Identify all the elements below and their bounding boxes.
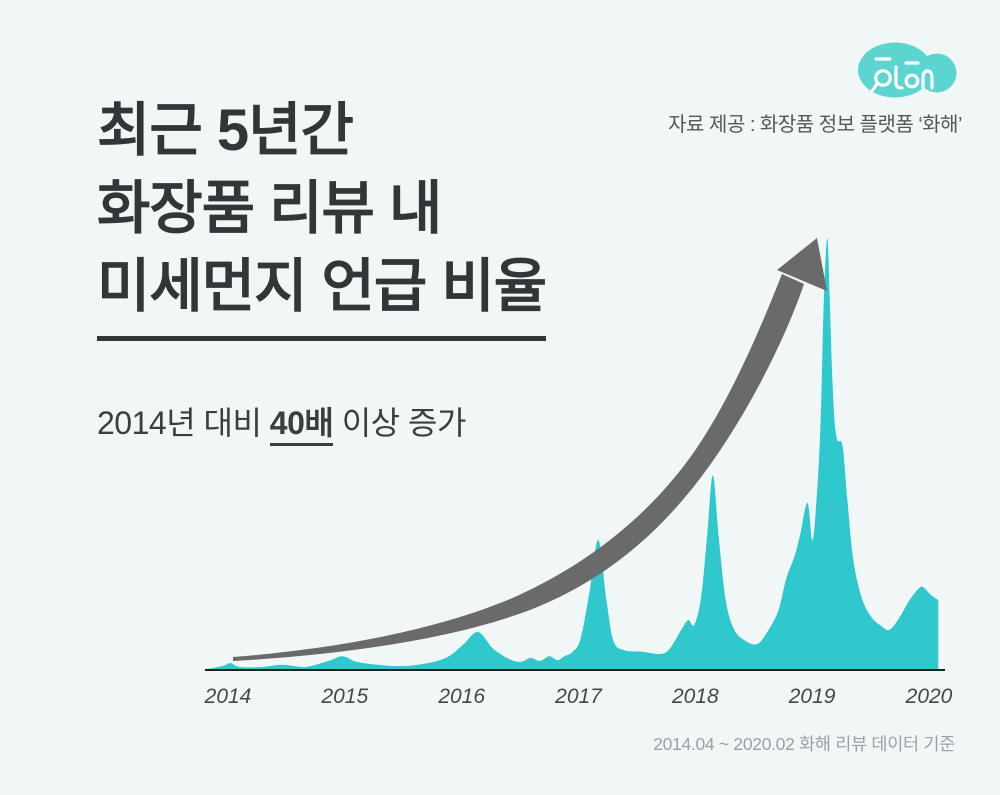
- brand-logo-icon: [858, 42, 957, 98]
- logo-letters: [870, 57, 934, 93]
- title-line-3-underlined: 미세먼지 언급 비율: [97, 248, 547, 341]
- x-tick-label: 2016: [437, 685, 485, 708]
- subtitle-prefix: 2014년 대비: [97, 405, 270, 441]
- title-line-1: 최근 5년간: [97, 98, 354, 163]
- title-line-3: 미세먼지 언급 비율: [97, 248, 547, 341]
- subtitle: 2014년 대비 40배 이상 증가: [97, 398, 467, 446]
- subtitle-highlight: 40배: [269, 405, 334, 446]
- x-tick-label: 2017: [554, 685, 603, 708]
- x-axis-labels: 2014 2015 2016 2017 2018 2019 2020: [204, 685, 953, 708]
- data-period-note: 2014.04 ~ 2020.02 화해 리뷰 데이터 기준: [653, 734, 955, 754]
- subtitle-suffix: 이상 증가: [333, 405, 467, 441]
- x-tick-label: 2018: [671, 685, 719, 708]
- page-title: 최근 5년간 화장품 리뷰 내 미세먼지 언급 비율: [97, 92, 547, 341]
- x-tick-label: 2019: [788, 685, 836, 708]
- x-tick-label: 2014: [204, 685, 252, 708]
- x-tick-label: 2020: [905, 685, 953, 708]
- data-credit: 자료 제공 : 화장품 정보 플랫폼 ‘화해’: [668, 114, 962, 136]
- trend-arrow-icon: [233, 238, 827, 661]
- area-series: [204, 237, 939, 670]
- x-tick-label: 2015: [320, 685, 368, 708]
- title-line-2: 화장품 리뷰 내: [97, 176, 442, 241]
